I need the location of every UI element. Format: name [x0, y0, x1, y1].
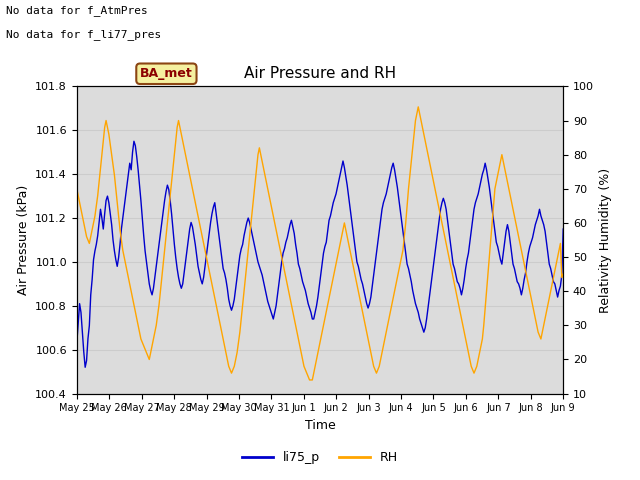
Text: No data for f_AtmPres: No data for f_AtmPres — [6, 5, 148, 16]
X-axis label: Time: Time — [305, 419, 335, 432]
Title: Air Pressure and RH: Air Pressure and RH — [244, 66, 396, 81]
Text: BA_met: BA_met — [140, 67, 193, 80]
Y-axis label: Relativity Humidity (%): Relativity Humidity (%) — [600, 168, 612, 312]
Legend: li75_p, RH: li75_p, RH — [237, 446, 403, 469]
Text: No data for f_li77_pres: No data for f_li77_pres — [6, 29, 162, 40]
Y-axis label: Air Pressure (kPa): Air Pressure (kPa) — [17, 185, 30, 295]
